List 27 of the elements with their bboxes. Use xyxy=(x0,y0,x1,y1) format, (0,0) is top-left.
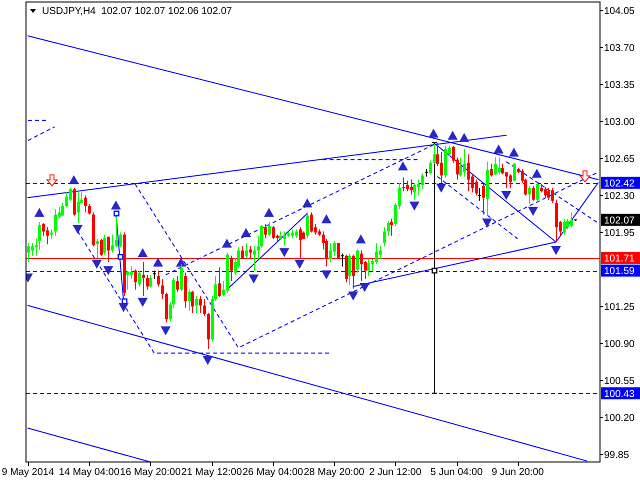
y-tick-label: 99.85 xyxy=(604,450,630,462)
x-tick-label: 2 Jun 12:00 xyxy=(369,467,422,478)
x-tick-label: 14 May 04:00 xyxy=(58,467,120,478)
x-tick-label: 9 May 2014 xyxy=(2,467,54,478)
y-tick-label: 101.95 xyxy=(604,228,636,240)
y-tick-label: 100.20 xyxy=(604,413,636,424)
y-tick-label: 102.65 xyxy=(604,154,636,166)
y-tick-label: 101.25 xyxy=(604,302,636,314)
y-tick-label: 103.70 xyxy=(604,43,636,54)
ref-line-label: 101.71 xyxy=(604,254,636,265)
x-tick-label: 28 May 20:00 xyxy=(304,467,365,478)
y-tick-label: 100.55 xyxy=(604,376,636,388)
ref-line-label: 100.43 xyxy=(604,388,636,400)
y-tick-label: 100.90 xyxy=(604,339,636,350)
x-tick-label: 21 May 12:00 xyxy=(181,467,242,478)
x-tick-label: 9 Jun 20:00 xyxy=(492,467,544,478)
y-tick-label: 103.35 xyxy=(604,80,636,92)
x-tick-label: 5 Jun 04:00 xyxy=(430,467,484,478)
ref-line-label: 101.59 xyxy=(604,266,636,278)
y-tick-label: 103.00 xyxy=(604,117,636,128)
chart-title: USDJPY,H4 102.07 102.07 102.06 102.07 xyxy=(42,6,232,17)
x-tick-label: 16 May 20:00 xyxy=(120,467,182,478)
ref-line-label: 102.42 xyxy=(604,178,636,190)
y-tick-label: 104.05 xyxy=(604,6,636,18)
annotation: 102.07 xyxy=(604,215,636,226)
y-tick-label: 102.30 xyxy=(604,191,636,202)
x-tick-label: 26 May 04:00 xyxy=(242,467,304,478)
